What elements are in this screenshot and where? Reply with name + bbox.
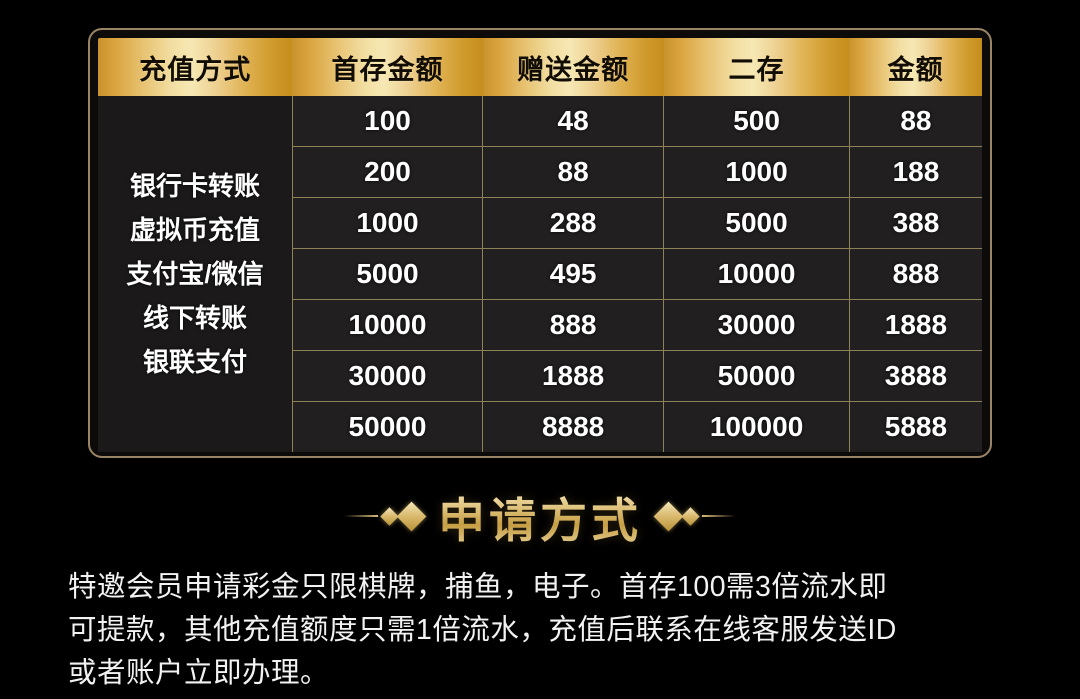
apply-method-title-row: 申请方式 <box>0 482 1080 550</box>
column-header-second-bonus: 金额 <box>849 38 982 96</box>
diamond-large-icon <box>396 501 427 531</box>
cell-second-deposit: 50000 <box>663 350 850 402</box>
cell-bonus: 888 <box>482 299 665 351</box>
table-header-row: 充值方式 首存金额 赠送金额 二存 金额 <box>98 38 982 96</box>
payment-method-alipay-wechat: 支付宝/微信 <box>126 258 264 289</box>
cell-first-deposit: 5000 <box>292 248 484 300</box>
description-line: 可提款，其他充值额度只需1倍流水，充值后联系在线客服发送ID <box>68 614 897 646</box>
apply-method-description: 特邀会员申请彩金只限棋牌，捕鱼，电子。首存100需3倍流水即 可提款，其他充值额… <box>68 566 1020 695</box>
promo-table-panel: 充值方式 首存金额 赠送金额 二存 金额 银行卡转账 虚拟币充值 支付宝/微信 … <box>88 28 992 458</box>
cell-second-deposit: 500 <box>663 96 850 147</box>
cell-first-deposit: 50000 <box>292 401 484 452</box>
cell-bonus: 8888 <box>482 401 665 452</box>
cell-first-deposit: 200 <box>292 146 484 198</box>
cell-second-bonus: 88 <box>849 96 982 147</box>
ornament-left <box>344 501 427 531</box>
cell-second-bonus: 5888 <box>849 401 982 452</box>
diamond-small-icon <box>681 506 700 526</box>
cell-second-bonus: 388 <box>849 197 982 249</box>
column-header-payment-method: 充值方式 <box>98 38 293 96</box>
table-body: 银行卡转账 虚拟币充值 支付宝/微信 线下转账 银联支付 100 48 500 … <box>98 96 982 452</box>
cell-second-deposit: 10000 <box>663 248 850 300</box>
cell-first-deposit: 30000 <box>292 350 484 402</box>
table-row: 30000 1888 50000 3888 <box>98 350 982 402</box>
payment-method-bank-transfer: 银行卡转账 <box>129 170 260 201</box>
table-row: 银行卡转账 虚拟币充值 支付宝/微信 线下转账 银联支付 100 48 500 … <box>98 96 982 452</box>
payment-methods-list: 银行卡转账 虚拟币充值 支付宝/微信 线下转账 银联支付 <box>102 165 288 384</box>
diamond-large-icon <box>653 501 684 531</box>
column-header-bonus-amount: 赠送金额 <box>482 38 664 96</box>
column-header-first-deposit: 首存金额 <box>292 38 483 96</box>
payment-method-offline-transfer: 线下转账 <box>142 303 247 334</box>
cell-bonus: 48 <box>482 96 665 147</box>
table-row: 10000 888 30000 1888 <box>98 299 982 351</box>
cell-bonus: 288 <box>482 197 665 249</box>
ornament-line-icon <box>344 515 378 517</box>
table-row: 1000 288 5000 388 <box>98 197 982 249</box>
payment-methods-cell: 银行卡转账 虚拟币充值 支付宝/微信 线下转账 银联支付 <box>98 96 293 452</box>
column-header-second-deposit: 二存 <box>663 38 850 96</box>
cell-bonus: 1888 <box>482 350 665 402</box>
table-row: 5000 495 10000 888 <box>98 248 982 300</box>
cell-second-bonus: 188 <box>849 146 982 198</box>
description-line: 特邀会员申请彩金只限棋牌，捕鱼，电子。首存100需3倍流水即 <box>68 571 888 603</box>
ornament-line-icon <box>702 515 736 517</box>
cell-second-deposit: 100000 <box>663 401 850 452</box>
cell-first-deposit: 100 <box>292 96 484 147</box>
cell-second-deposit: 30000 <box>663 299 850 351</box>
table-header: 充值方式 首存金额 赠送金额 二存 金额 <box>98 38 982 96</box>
cell-first-deposit: 1000 <box>292 197 484 249</box>
cell-first-deposit: 10000 <box>292 299 484 351</box>
cell-second-bonus: 3888 <box>849 350 982 402</box>
cell-second-deposit: 5000 <box>663 197 850 249</box>
cell-bonus: 88 <box>482 146 665 198</box>
page-title: 申请方式 <box>438 482 642 551</box>
cell-second-bonus: 1888 <box>849 299 982 351</box>
cell-second-deposit: 1000 <box>663 146 850 198</box>
deposit-bonus-table: 充值方式 首存金额 赠送金额 二存 金额 银行卡转账 虚拟币充值 支付宝/微信 … <box>98 38 982 452</box>
ornament-right <box>653 501 736 531</box>
description-line: 或者账户立即办理。 <box>68 657 330 689</box>
table-row: 50000 8888 100000 5888 <box>98 401 982 452</box>
table-row: 200 88 1000 188 <box>98 146 982 198</box>
payment-method-unionpay: 银联支付 <box>142 347 247 378</box>
cell-second-bonus: 888 <box>849 248 982 300</box>
cell-bonus: 495 <box>482 248 665 300</box>
payment-method-crypto: 虚拟币充值 <box>129 214 260 245</box>
